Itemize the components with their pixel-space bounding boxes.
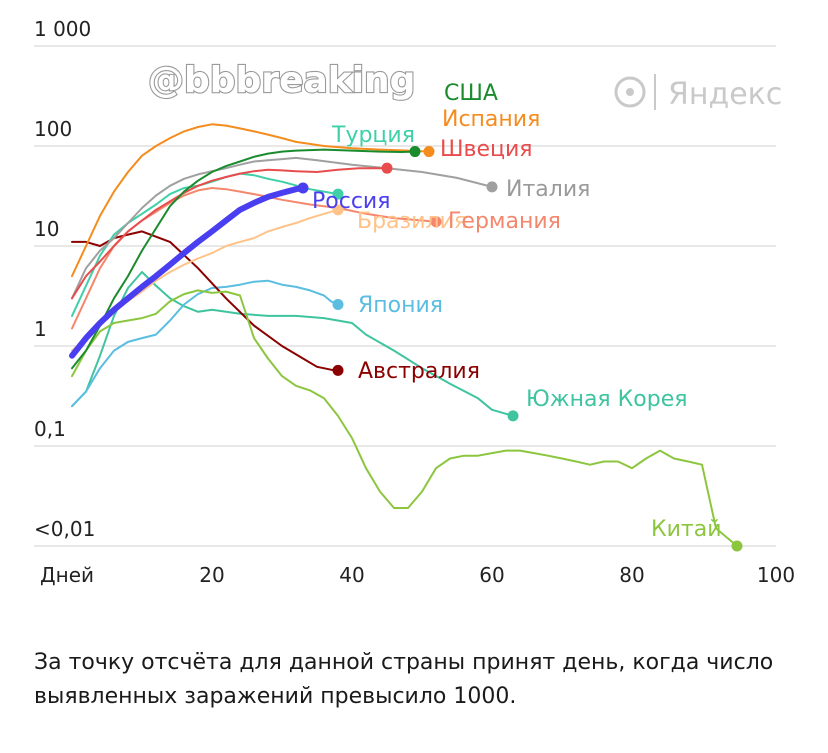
- series-line-южная-корея: [71, 271, 514, 417]
- x-tick-label: 80: [619, 563, 644, 587]
- end-marker-австралия: [332, 364, 344, 376]
- chart-caption: За точку отсчёта для данной страны приня…: [34, 650, 774, 709]
- series-line-швеция: [71, 167, 388, 300]
- series-label-япония: Япония: [358, 293, 443, 318]
- series-label-сша: США: [444, 81, 498, 106]
- series-label-турция: Турция: [331, 123, 415, 148]
- series-label-австралия: Австралия: [358, 359, 480, 384]
- series-line-сша: [71, 148, 416, 370]
- x-tick-label: Дней: [40, 563, 94, 587]
- y-tick-label: 100: [34, 117, 72, 141]
- series-label-швеция: Швеция: [440, 137, 533, 162]
- y-tick-label: 1 000: [34, 17, 91, 41]
- x-tick-label: 100: [757, 563, 795, 587]
- yandex-logo-icon-dot: [626, 88, 634, 96]
- end-marker-япония: [332, 299, 344, 311]
- series-label-германия: Германия: [448, 209, 561, 234]
- end-marker-германия: [430, 216, 442, 228]
- end-marker-сша: [409, 146, 421, 158]
- series-label-китай: Китай: [651, 517, 722, 542]
- yandex-logo: Яндекс: [614, 74, 782, 112]
- line-chart: 1 000 100 10 1 0,1 <0,01 Дней 20 40 60 80 100 @bbbr…: [34, 17, 795, 587]
- x-tick-label: 40: [339, 563, 364, 587]
- end-marker-турция: [332, 188, 344, 200]
- marker-layer: [297, 146, 743, 552]
- end-marker-россия: [297, 182, 309, 194]
- tick-layer: 1 000 100 10 1 0,1 <0,01 Дней 20 40 60 80 100: [34, 17, 795, 587]
- series-label-россия: Россия: [312, 189, 390, 214]
- x-tick-label: 20: [199, 563, 224, 587]
- end-marker-бразилия: [332, 204, 344, 216]
- series-label-испания: Испания: [442, 107, 540, 132]
- series-label-италия: Италия: [506, 177, 590, 202]
- series-label-южная-корея: Южная Корея: [526, 387, 687, 412]
- y-tick-label: <0,01: [34, 517, 95, 541]
- y-tick-label: 0,1: [34, 417, 66, 441]
- series-line-китай: [71, 289, 738, 547]
- y-tick-label: 1: [34, 317, 47, 341]
- end-marker-испания: [423, 146, 435, 158]
- series-line-австралия: [71, 230, 339, 372]
- series-line-япония: [71, 279, 339, 408]
- series-line-италия: [71, 156, 493, 300]
- series-label-бразилия: Бразилия: [357, 209, 467, 234]
- end-marker-южная-корея: [507, 410, 519, 422]
- series-line-бразилия: [71, 208, 339, 352]
- yandex-logo-text: Яндекс: [668, 77, 782, 112]
- end-marker-италия: [486, 181, 498, 193]
- y-tick-label: 10: [34, 217, 59, 241]
- watermark: @bbbreaking: [148, 60, 415, 101]
- end-marker-китай: [731, 540, 743, 552]
- x-tick-label: 60: [479, 563, 504, 587]
- yandex-logo-icon: [614, 76, 646, 108]
- series-line-россия: [69, 185, 306, 359]
- series-line-испания: [71, 123, 430, 278]
- series-layer: [69, 123, 738, 547]
- end-marker-швеция: [381, 162, 393, 174]
